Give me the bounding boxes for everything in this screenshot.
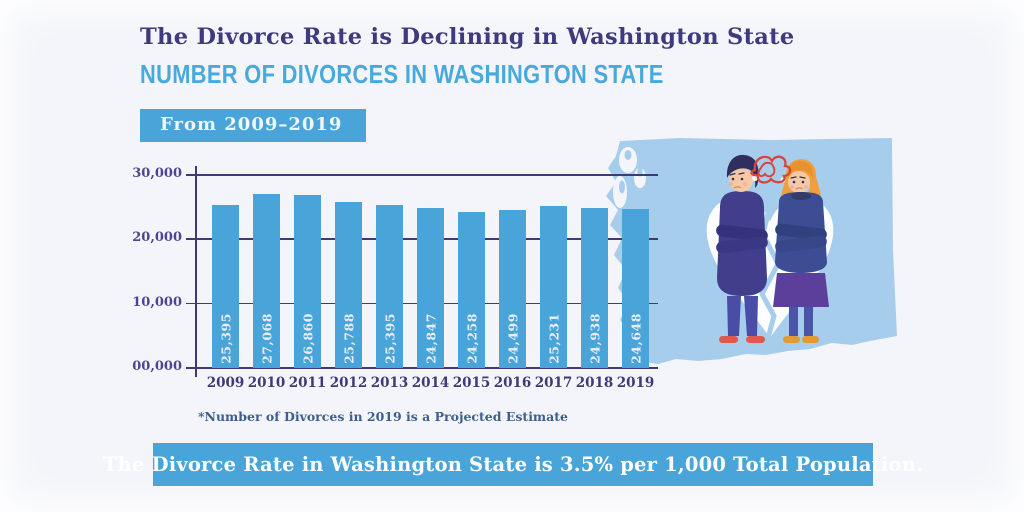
bar-value-label: 25,395 [218, 313, 233, 364]
washington-map-illustration [606, 138, 897, 364]
y-axis-tick-label: 10,000 [132, 294, 182, 310]
page-title: The Divorce Rate is Declining in Washing… [140, 24, 795, 50]
x-axis-label: 2016 [493, 375, 532, 391]
x-axis-label: 2013 [370, 375, 409, 391]
chart-bar: 25,788 [335, 202, 362, 368]
x-axis-label: 2019 [616, 375, 655, 391]
bar-value-label: 26,860 [300, 313, 315, 364]
y-axis-tick-label: 30,000 [132, 166, 182, 181]
chart-bar: 24,258 [458, 211, 485, 368]
man-figure [716, 154, 768, 343]
stat-banner-text: The Divorce Rate in Washington State is … [102, 453, 924, 476]
x-axis-label: 2014 [411, 375, 450, 391]
y-axis-tick-label: 00,000 [132, 359, 182, 374]
chart-bar: 26,860 [294, 195, 321, 368]
chart-bar: 25,231 [540, 205, 567, 368]
x-axis-label: 2018 [575, 375, 614, 391]
bar-value-label: 24,499 [505, 313, 520, 364]
chart-bar: 25,395 [376, 204, 403, 368]
bar-value-label: 25,231 [546, 313, 561, 364]
x-axis-label: 2011 [288, 375, 327, 391]
chart-bar: 24,499 [499, 210, 526, 368]
bar-value-label: 27,068 [259, 313, 274, 364]
chart-footnote: *Number of Divorces in 2019 is a Project… [198, 409, 568, 424]
x-axis-label: 2015 [452, 375, 491, 391]
y-axis-tick-label: 20,000 [132, 230, 182, 246]
angry-scribble-icon [750, 155, 792, 184]
woman-figure [773, 159, 829, 343]
x-axis-label: 2012 [329, 375, 368, 391]
chart-bar: 25,395 [212, 204, 239, 368]
stat-banner: The Divorce Rate in Washington State is … [103, 443, 923, 486]
page-subtitle: NUMBER OF DIVORCES IN WASHINGTON STATE [140, 59, 664, 89]
bar-value-label: 25,395 [382, 313, 397, 364]
x-axis-label: 2010 [247, 375, 286, 391]
bar-value-label: 24,258 [464, 313, 479, 364]
bar-value-label: 25,788 [341, 313, 356, 364]
x-axis-label: 2009 [206, 375, 245, 391]
y-axis-line [195, 166, 197, 377]
chart-bar: 27,068 [253, 193, 280, 368]
bar-value-label: 24,847 [423, 313, 438, 364]
x-axis-label: 2017 [534, 375, 573, 391]
date-range-badge: From 2009–2019 [140, 109, 367, 142]
chart-bar: 24,847 [417, 208, 444, 368]
